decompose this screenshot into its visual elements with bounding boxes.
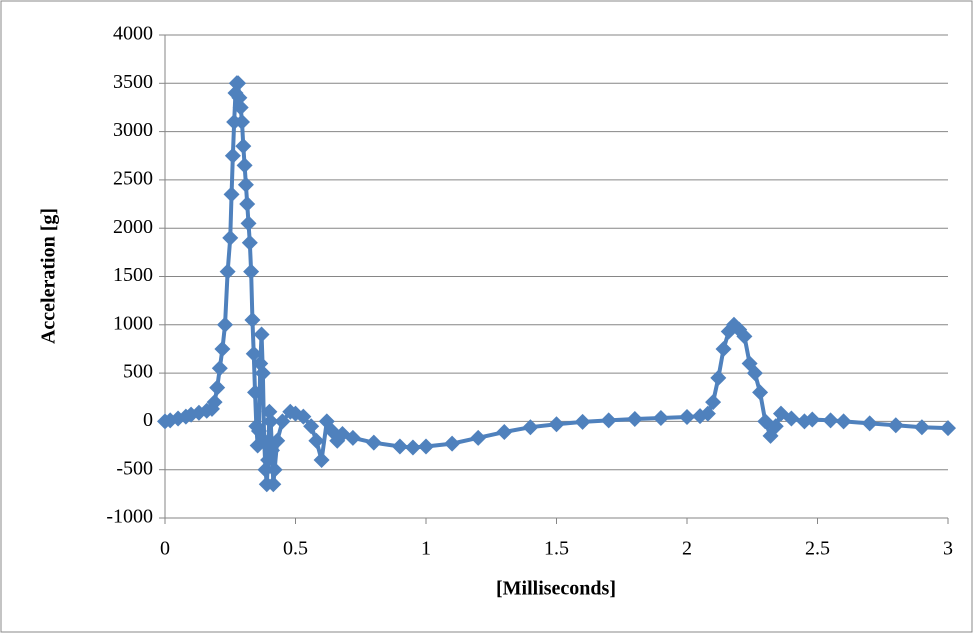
- x-axis-title: [Milliseconds]: [496, 578, 616, 600]
- data-point: [522, 419, 539, 436]
- y-tick-label: -1000: [106, 506, 153, 528]
- data-point: [243, 263, 260, 280]
- x-tick-label: 2: [682, 538, 692, 560]
- y-tick-label: 2000: [113, 216, 153, 238]
- data-point: [230, 75, 247, 92]
- y-tick-label: 3500: [113, 71, 153, 93]
- data-point: [265, 476, 282, 493]
- data-point: [269, 432, 286, 449]
- data-point: [245, 345, 262, 362]
- x-tick-label: 1.5: [544, 538, 569, 560]
- y-axis-title: Acceleration [g]: [38, 208, 60, 344]
- data-point: [835, 413, 852, 430]
- data-point: [266, 461, 283, 478]
- data-point: [626, 410, 643, 427]
- data-point: [444, 435, 461, 452]
- data-point: [548, 416, 565, 433]
- data-point: [652, 410, 669, 427]
- data-point: [344, 429, 361, 446]
- data-point: [496, 424, 513, 441]
- data-point: [256, 432, 273, 449]
- data-point: [232, 99, 249, 116]
- y-tick-label: 1500: [113, 264, 153, 286]
- data-point: [391, 438, 408, 455]
- data-point: [767, 418, 784, 435]
- data-point: [261, 403, 278, 420]
- data-point: [240, 215, 257, 232]
- y-tick-label: 1000: [113, 312, 153, 334]
- data-point: [308, 432, 325, 449]
- data-point: [913, 419, 930, 436]
- y-tick-label: -500: [116, 457, 153, 479]
- data-point: [887, 417, 904, 434]
- data-point: [239, 196, 256, 213]
- data-point: [699, 405, 716, 422]
- data-point: [254, 365, 271, 382]
- data-point: [705, 394, 722, 411]
- data-point: [211, 360, 228, 377]
- y-tick-label: 0: [143, 409, 153, 431]
- data-point: [783, 410, 800, 427]
- data-point: [418, 438, 434, 455]
- data-point: [233, 113, 250, 130]
- data-point: [223, 186, 240, 203]
- x-tick-label: 1: [421, 538, 431, 560]
- data-point: [470, 429, 487, 446]
- data-point: [209, 379, 226, 396]
- data-point: [231, 89, 248, 106]
- data-point: [679, 409, 695, 426]
- data-point: [236, 157, 253, 174]
- data-point: [804, 411, 821, 428]
- y-tick-label: 4000: [113, 23, 153, 45]
- data-point: [303, 418, 320, 435]
- data-point: [217, 316, 234, 333]
- data-point: [219, 263, 236, 280]
- data-point: [822, 412, 839, 429]
- data-point: [244, 311, 261, 328]
- x-tick-label: 0.5: [283, 538, 308, 560]
- data-point: [710, 369, 727, 386]
- data-point: [247, 384, 264, 401]
- data-point: [214, 340, 231, 357]
- data-point: [253, 326, 270, 343]
- x-tick-label: 2.5: [805, 538, 830, 560]
- data-point: [404, 439, 421, 456]
- data-point: [224, 147, 241, 164]
- data-point: [222, 229, 239, 246]
- y-tick-label: 3000: [113, 119, 153, 141]
- data-point: [752, 384, 769, 401]
- data-point: [736, 328, 753, 345]
- data-point: [235, 138, 252, 155]
- data-point: [746, 365, 763, 382]
- data-point: [365, 434, 382, 451]
- data-point: [313, 452, 330, 469]
- data-point: [274, 413, 291, 430]
- data-point: [574, 413, 591, 430]
- x-tick-label: 0: [160, 538, 170, 560]
- data-point: [295, 408, 312, 425]
- x-tick-label: 3: [943, 538, 953, 560]
- y-tick-label: 500: [123, 361, 153, 383]
- data-point: [237, 176, 254, 193]
- data-point: [715, 340, 732, 357]
- y-tick-label: 2500: [113, 167, 153, 189]
- data-point: [206, 394, 223, 411]
- data-point: [861, 415, 878, 432]
- data-point: [940, 420, 956, 437]
- data-point: [262, 413, 279, 430]
- data-point: [241, 234, 258, 251]
- data-point: [600, 412, 617, 429]
